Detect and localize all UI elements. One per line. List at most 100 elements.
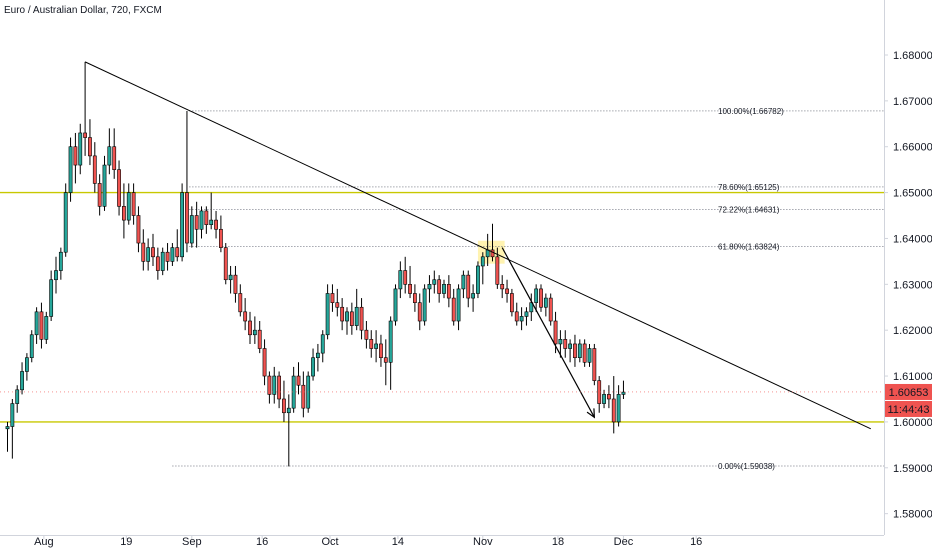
candle-down [296, 375, 301, 386]
candle-down [136, 215, 141, 244]
candle-up [44, 316, 49, 340]
candle-up [272, 375, 277, 395]
chart-title: Euro / Australian Dollar, 720, FXCM [4, 5, 162, 16]
candle-down [257, 329, 262, 349]
candle-up [78, 132, 83, 166]
candle-up [476, 265, 480, 294]
candle-up [427, 284, 432, 290]
candle-down [369, 339, 374, 349]
candle-down [335, 302, 340, 308]
x-tick-label: Nov [473, 536, 493, 548]
candle-down [553, 320, 558, 345]
x-tick-label: 19 [120, 536, 132, 548]
candle-down [437, 279, 442, 294]
candle-down [466, 274, 471, 299]
countdown-badge [885, 400, 932, 417]
candle-down [243, 311, 248, 322]
candle-up [209, 219, 214, 225]
candle-down [262, 348, 267, 377]
candle-up [68, 146, 73, 193]
candle-up [286, 407, 291, 414]
candle-down [417, 302, 422, 322]
candle-down [446, 284, 451, 299]
candle-down [185, 192, 189, 244]
candle-down [349, 311, 354, 326]
countdown-value: 11:44:43 [887, 404, 929, 416]
candle-up [577, 343, 582, 359]
candle-down [539, 288, 543, 308]
candle-up [354, 306, 359, 326]
candle-down [611, 398, 616, 423]
candle-up [543, 297, 548, 308]
candle-up [325, 293, 330, 336]
candle-down [223, 247, 228, 281]
y-tick-label: 1.62000 [893, 325, 932, 337]
x-tick-label: Oct [321, 536, 338, 548]
candle-up [524, 311, 529, 317]
candle-up [432, 279, 437, 285]
candle-up [398, 270, 403, 290]
x-tick-label: 14 [392, 536, 404, 548]
candle-up [422, 288, 427, 322]
y-tick-label: 1.58000 [893, 509, 932, 521]
candle-up [311, 357, 315, 377]
candle-down [364, 329, 369, 340]
candle-up [485, 249, 490, 258]
candle-up [29, 334, 34, 359]
candle-down [509, 293, 514, 313]
y-tick-label: 1.68000 [893, 50, 932, 62]
candle-down [573, 343, 577, 359]
candle-up [456, 288, 461, 322]
candle-up [58, 251, 63, 271]
candle-up [529, 302, 534, 313]
fib-level-label: 100.00%(1.66782) [718, 107, 784, 116]
candle-down [267, 375, 272, 395]
arrow-line[interactable] [501, 247, 595, 418]
candle-down [233, 274, 238, 294]
trendline[interactable] [84, 61, 872, 430]
x-tick-label: Sep [182, 536, 202, 548]
candle-down [175, 247, 180, 258]
candle-down [141, 242, 146, 262]
y-tick-label: 1.63000 [893, 279, 932, 291]
candle-down [214, 219, 218, 230]
candle-up [189, 215, 194, 244]
candle-down [408, 284, 412, 294]
candle-up [180, 192, 185, 258]
candle-down [451, 297, 456, 322]
candle-up [534, 288, 539, 303]
candle-down [112, 146, 117, 170]
candle-up [10, 403, 15, 427]
arrow-head [586, 408, 596, 419]
y-tick-label: 1.65000 [893, 188, 932, 200]
candle-down [151, 247, 155, 258]
candle-up [393, 288, 398, 322]
candle-down [117, 169, 121, 207]
candle-down [359, 306, 364, 331]
candle-down [490, 249, 495, 258]
candle-down [403, 270, 408, 285]
fib-level-label: 61.80%(1.63824) [718, 243, 780, 252]
candle-down [606, 394, 611, 400]
x-tick-label: 16 [690, 536, 702, 548]
candle-down [582, 343, 587, 363]
candle-up [320, 334, 325, 354]
y-tick-label: 1.61000 [893, 371, 932, 383]
candle-up [442, 284, 446, 294]
candle-down [97, 183, 102, 207]
candle-up [228, 274, 233, 281]
candle-down [83, 132, 88, 138]
candle-up [102, 164, 107, 207]
y-tick-label: 1.67000 [893, 96, 932, 108]
candle-down [122, 206, 126, 221]
candle-down [563, 339, 568, 349]
y-tick-label: 1.60000 [893, 417, 932, 429]
candle-down [340, 306, 345, 322]
candle-down [330, 293, 335, 303]
candle-up [461, 274, 466, 290]
y-tick-label: 1.59000 [893, 463, 932, 475]
candle-down [495, 256, 500, 285]
candle-down [383, 357, 388, 363]
